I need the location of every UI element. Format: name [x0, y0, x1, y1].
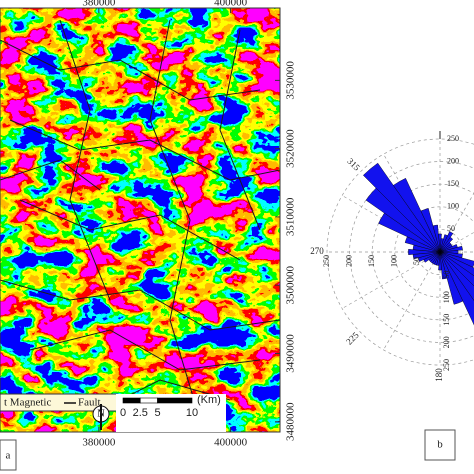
- fault: [19, 199, 241, 261]
- angle-label: 270: [310, 246, 324, 256]
- x-tick-label: 400000: [214, 0, 248, 9]
- fault: [0, 159, 101, 191]
- y-tick-label: 3480000: [285, 402, 297, 441]
- scale-bar-segment: [157, 397, 193, 404]
- y-tick-label: 3490000: [285, 334, 297, 373]
- spoke: [341, 251, 441, 309]
- spoke: [439, 231, 474, 253]
- radial-label: 50: [412, 257, 421, 265]
- scale-bar-unit: (Km): [197, 394, 221, 406]
- rose-petal: [363, 162, 441, 253]
- fault: [149, 19, 201, 421]
- radial-label: 250: [322, 255, 331, 267]
- rose-petal: [439, 251, 448, 280]
- fault: [59, 19, 111, 301]
- rose-petal: [408, 249, 441, 255]
- radial-label: 200: [442, 336, 451, 348]
- panel-label: a: [6, 450, 11, 462]
- fault: [219, 29, 261, 231]
- legend-item: Fault: [78, 397, 101, 409]
- north-label: N: [97, 408, 105, 419]
- rose-grid-circle: [349, 161, 474, 343]
- radial-label: 150: [447, 179, 459, 188]
- scale-bar-segment: [122, 397, 141, 404]
- radial-label: 100: [390, 255, 399, 267]
- scale-bar-label: 5: [154, 407, 160, 419]
- radial-label: 50: [442, 271, 451, 279]
- angle-label: 315: [345, 156, 362, 173]
- panel-label: b: [437, 439, 443, 451]
- rose-petal: [420, 208, 441, 253]
- rose-petal: [438, 251, 442, 271]
- radial-label: 100: [447, 202, 459, 211]
- x-tick-label: 380000: [82, 0, 116, 9]
- radial-label: 150: [367, 255, 376, 267]
- radial-label: 250: [447, 134, 459, 143]
- y-tick-label: 3510000: [285, 197, 297, 236]
- rose-petal: [439, 245, 463, 253]
- fault: [29, 329, 261, 371]
- angle-label: 180: [434, 368, 444, 382]
- map-texture: [0, 8, 280, 432]
- radial-label: 200: [447, 156, 459, 165]
- radial-label: 250: [442, 359, 451, 371]
- rose-petal: [432, 224, 441, 253]
- legend: t Magnetic Fault N: [0, 393, 119, 430]
- rose-petal: [439, 236, 454, 253]
- radial-label: 100: [442, 291, 451, 303]
- fault: [0, 279, 280, 331]
- y-tick-label: 3500000: [285, 265, 297, 304]
- rose-grid-circle: [371, 183, 474, 321]
- fault: [9, 119, 280, 181]
- scale-bar-label: 0: [120, 407, 126, 419]
- magnetic-map: [0, 8, 280, 432]
- scale-bar-label: 2.5: [133, 407, 148, 419]
- radial-label: 200: [344, 255, 353, 267]
- rose-grid-circle: [417, 229, 463, 275]
- radial-label: 150: [442, 314, 451, 326]
- angle-label: 225: [344, 330, 361, 347]
- x-tick-label: 400000: [214, 437, 248, 449]
- fault: [0, 39, 261, 101]
- scale-bar-label: 10: [186, 407, 198, 419]
- rose-petal: [393, 177, 441, 253]
- spoke: [383, 251, 441, 351]
- y-tick-label: 3520000: [285, 129, 297, 168]
- rose-grid-circle: [326, 138, 474, 366]
- rose-grid-circle: [394, 206, 474, 298]
- rose-petal: [439, 231, 454, 253]
- radial-label: 50: [447, 224, 455, 233]
- fault: [119, 379, 231, 401]
- x-tick-label: 380000: [82, 437, 116, 449]
- panel-label-box: [0, 439, 17, 471]
- fault-lines: [0, 19, 280, 421]
- y-tick-label: 3530000: [285, 61, 297, 100]
- legend-item: t Magnetic: [4, 397, 51, 409]
- rose-petal: [439, 251, 464, 305]
- scale-bar-segment: [139, 397, 158, 404]
- panel-label-box: [424, 429, 456, 461]
